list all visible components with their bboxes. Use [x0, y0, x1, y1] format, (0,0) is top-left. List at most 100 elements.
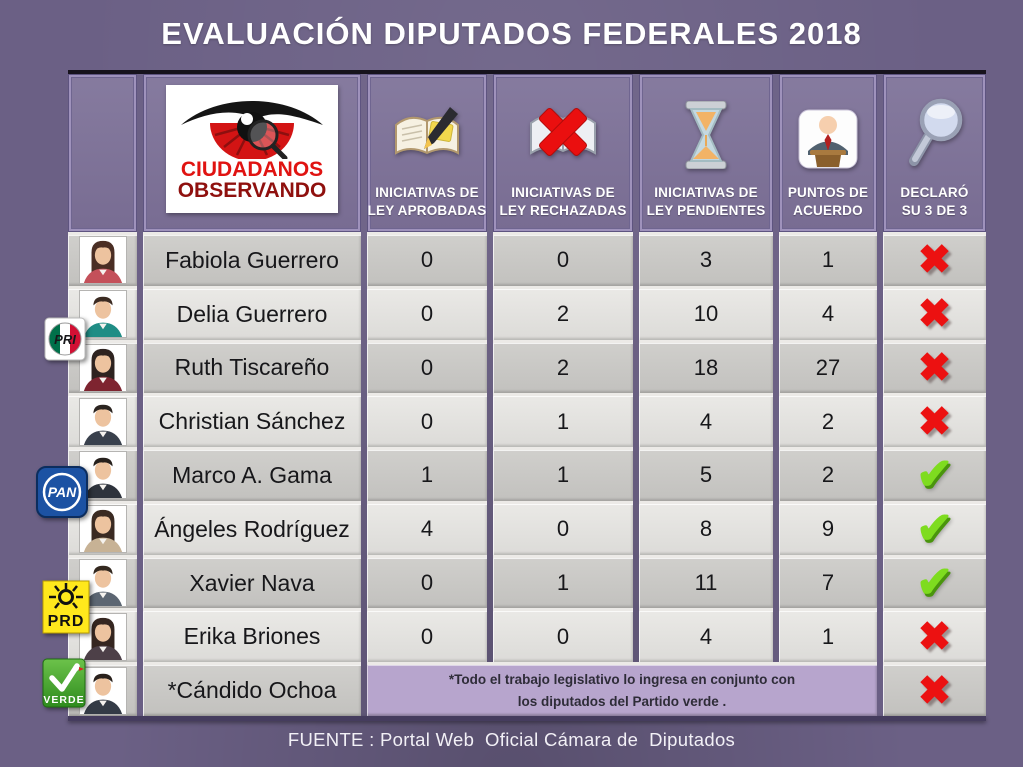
value-aprobadas: 1: [420, 462, 434, 488]
deputy-name: Ángeles Rodríguez: [154, 515, 350, 542]
deputy-avatar: [79, 237, 126, 284]
value-cell-rechazadas: 1: [493, 393, 633, 448]
header-label-aprobadas: INICIATIVAS DE LEY APROBADAS: [367, 184, 487, 218]
value-cell-pendientes: 4: [639, 393, 773, 448]
value-cell-rechazadas: 0: [493, 232, 633, 286]
svg-text:VERDE: VERDE: [43, 694, 84, 706]
deputy-avatar: [79, 344, 126, 391]
value-cell-pendientes: 3: [639, 232, 773, 286]
value-rechazadas: 2: [556, 354, 570, 380]
red-cross-icon: ✖: [917, 345, 952, 390]
value-rechazadas: 1: [556, 408, 570, 434]
deputy-name: *Cándido Ochoa: [167, 677, 337, 704]
value-cell-pendientes: 18: [639, 339, 773, 394]
legislative-note-cell: *Todo el trabajo legislativo lo ingresa …: [367, 662, 877, 716]
deputy-avatar: [79, 398, 126, 445]
declaro-cell: ✖: [883, 285, 986, 340]
svg-text:PAN: PAN: [48, 484, 77, 500]
photo-cell: [68, 285, 137, 340]
header-cell-declaro: DECLARÓ SU 3 DE 3: [883, 74, 986, 232]
page-title: EVALUACIÓN DIPUTADOS FEDERALES 2018: [161, 16, 862, 51]
deputy-name-cell: Christian Sánchez: [143, 393, 361, 448]
value-cell-aprobadas: 0: [367, 339, 487, 394]
red-cross-icon: ✖: [917, 668, 952, 713]
value-cell-aprobadas: 0: [367, 554, 487, 609]
party-logo-pan: PAN: [36, 466, 88, 523]
value-cell-acuerdo: 2: [779, 447, 877, 501]
photo-cell: [68, 339, 137, 394]
photo-cell: [68, 232, 137, 286]
value-cell-aprobadas: 4: [367, 500, 487, 555]
party-logo-pri: PRI: [44, 317, 86, 366]
value-pendientes: 4: [699, 408, 713, 434]
value-acuerdo: 9: [821, 516, 835, 542]
value-cell-rechazadas: 2: [493, 285, 633, 340]
green-check-icon: ✔: [916, 558, 953, 608]
value-rechazadas: 1: [556, 462, 570, 488]
deputy-name-cell: Fabiola Guerrero: [143, 232, 361, 286]
logo-text-line2: OBSERVANDO: [177, 178, 327, 202]
value-pendientes: 11: [694, 570, 718, 596]
photo-cell: [68, 393, 137, 448]
value-cell-acuerdo: 4: [779, 285, 877, 340]
deputy-name: Erika Briones: [183, 623, 321, 650]
green-check-icon: ✔: [916, 504, 953, 554]
table-bottom-shadow: [68, 716, 986, 721]
declaro-cell: ✖: [883, 232, 986, 286]
declaro-cell: ✔: [883, 447, 986, 501]
value-acuerdo: 7: [821, 570, 835, 596]
declaro-cell: ✖: [883, 393, 986, 448]
value-pendientes: 10: [693, 301, 719, 327]
value-aprobadas: 0: [420, 570, 434, 596]
value-pendientes: 5: [699, 462, 713, 488]
declaro-cell: ✔: [883, 554, 986, 609]
value-cell-pendientes: 10: [639, 285, 773, 340]
value-pendientes: 8: [699, 516, 713, 542]
deputy-name-cell: Erika Briones: [143, 608, 361, 663]
value-acuerdo: 2: [821, 408, 835, 434]
ciudadanos-observando-logo: CIUDADANOS OBSERVANDO: [166, 85, 338, 213]
value-pendientes: 4: [699, 623, 713, 649]
value-cell-aprobadas: 0: [367, 608, 487, 663]
value-rechazadas: 0: [556, 247, 570, 273]
eval-table: CIUDADANOS OBSERVANDO INICIATIVAS DE LEY …: [68, 74, 986, 716]
value-pendientes: 3: [699, 247, 713, 273]
party-logo-prd: PRD: [42, 580, 90, 639]
red-cross-icon: ✖: [917, 292, 952, 337]
header-cell-brand: CIUDADANOS OBSERVANDO: [143, 74, 361, 232]
red-cross-icon: ✖: [917, 614, 952, 659]
party-logo-verde: VERDE: [42, 658, 86, 713]
value-cell-acuerdo: 1: [779, 608, 877, 663]
value-acuerdo: 1: [821, 247, 835, 273]
value-cell-rechazadas: 0: [493, 500, 633, 555]
podium-speaker-icon: [798, 109, 858, 174]
book-pen-icon: [388, 105, 466, 174]
deputy-name-cell: *Cándido Ochoa: [143, 662, 361, 716]
value-cell-rechazadas: 1: [493, 554, 633, 609]
value-cell-aprobadas: 0: [367, 285, 487, 340]
deputy-name-cell: Xavier Nava: [143, 554, 361, 609]
value-cell-acuerdo: 1: [779, 232, 877, 286]
value-rechazadas: 0: [556, 516, 570, 542]
value-aprobadas: 0: [420, 247, 434, 273]
header-cell-aprobadas: INICIATIVAS DE LEY APROBADAS: [367, 74, 487, 232]
value-cell-acuerdo: 27: [779, 339, 877, 394]
photo-cell: [68, 608, 137, 663]
header-label-declaro: DECLARÓ SU 3 DE 3: [900, 184, 969, 218]
table-top-border: [68, 70, 986, 74]
header-cell-rechazadas: INICIATIVAS DE LEY RECHAZADAS: [493, 74, 633, 232]
declaro-cell: ✖: [883, 608, 986, 663]
value-cell-rechazadas: 2: [493, 339, 633, 394]
header-cell-photos: [68, 74, 137, 232]
value-aprobadas: 0: [420, 354, 434, 380]
deputy-name-cell: Ruth Tiscareño: [143, 339, 361, 394]
red-cross-icon: ✖: [917, 399, 952, 444]
green-check-icon: ✔: [916, 450, 953, 500]
value-cell-aprobadas: 1: [367, 447, 487, 501]
declaro-cell: ✖: [883, 662, 986, 716]
deputy-name: Ruth Tiscareño: [174, 354, 330, 381]
header-label-rechazadas: INICIATIVAS DE LEY RECHAZADAS: [499, 184, 627, 218]
value-rechazadas: 2: [556, 301, 570, 327]
value-aprobadas: 0: [420, 301, 434, 327]
value-cell-acuerdo: 9: [779, 500, 877, 555]
